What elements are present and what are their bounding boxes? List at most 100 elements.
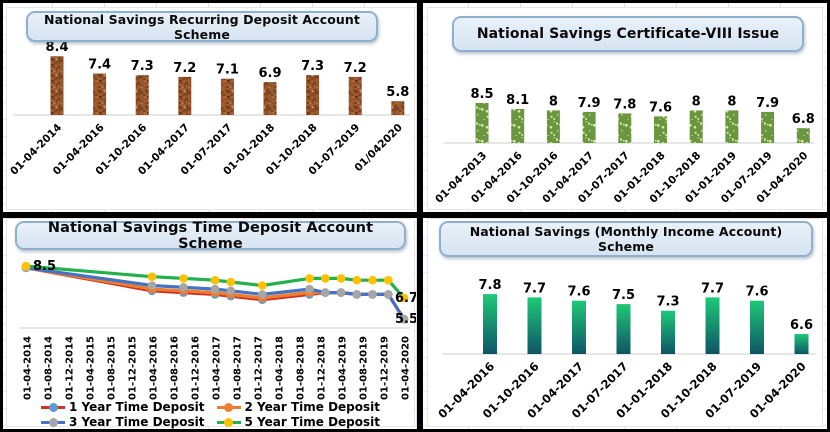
bar-value-label: 8.5 — [470, 87, 493, 102]
chart-panel-monthly-income[interactable]: National Savings (Monthly Income Account… — [427, 218, 823, 427]
bar-value-label: 7.9 — [756, 96, 779, 111]
chart-panel-time-deposit[interactable]: National Savings Time Deposit Account Sc… — [6, 218, 416, 429]
data-point-marker — [321, 288, 330, 297]
bar-value-label: 8 — [727, 94, 736, 109]
chart-title: National Savings Time Deposit Account Sc… — [47, 219, 374, 252]
legend-label: 1 Year Time Deposit — [69, 400, 205, 414]
data-point-marker — [258, 281, 267, 290]
data-point-marker — [352, 275, 362, 285]
bar-value-label: 6.8 — [792, 112, 815, 127]
bar-value-label: 7.7 — [701, 281, 724, 296]
x-axis-tick-label: 01-08-2018 — [296, 336, 307, 400]
bar — [618, 113, 632, 143]
chart-title-box: National Savings Time Deposit Account Sc… — [15, 219, 406, 252]
bar-value-label: 7.5 — [612, 288, 635, 303]
legend-item-2-year-time-deposit: 2 Year Time Deposit — [216, 400, 380, 414]
bar-value-label: 7.8 — [478, 278, 501, 293]
data-point-marker — [210, 275, 220, 285]
bar — [50, 56, 64, 115]
legend-swatch-icon — [216, 417, 241, 427]
data-point-marker — [147, 281, 157, 290]
monthly-income-bar-chart: 7.801-04-20167.701-10-20167.601-04-20177… — [435, 278, 816, 421]
bar-value-label: 6.9 — [258, 66, 281, 81]
x-axis-tick-label: 01-08-2015 — [107, 336, 118, 400]
x-axis-tick-label: 01-12-2015 — [128, 336, 139, 400]
data-point-label: 6.7 — [395, 291, 416, 306]
data-point-marker — [368, 275, 377, 285]
recurring-deposit-bar-chart: 8.401-04-20147.401-04-20167.301-10-20167… — [8, 40, 410, 178]
data-point-label: 5.5 — [395, 312, 416, 327]
bar — [93, 73, 107, 115]
bar-value-label: 7.2 — [344, 61, 367, 76]
bar-value-label: 7.2 — [173, 61, 196, 76]
bar-value-label: 7.6 — [567, 285, 590, 300]
legend-row: 1 Year Time Deposit 2 Year Time Deposit — [41, 400, 380, 414]
bar — [511, 109, 525, 143]
bar — [796, 128, 810, 143]
x-axis-tick-label: 01-04-2015 — [86, 336, 97, 400]
bar — [572, 300, 586, 354]
bar-value-label: 5.8 — [386, 85, 409, 100]
bar — [546, 110, 560, 143]
legend-swatch-icon — [41, 402, 65, 412]
legend-label: 5 Year Time Deposit — [244, 415, 381, 429]
chart-title: National Savings Certificate-VIII Issue — [476, 26, 780, 42]
data-point-label: 8.5 — [33, 259, 56, 274]
bar-value-label: 7.3 — [656, 295, 679, 310]
bar — [761, 111, 775, 143]
bar — [348, 76, 362, 115]
bar — [616, 304, 631, 354]
data-point-marker — [179, 274, 188, 283]
x-axis-tick-label: 01-12-2019 — [380, 336, 391, 400]
chart-title: National Savings (Monthly Income Account… — [469, 224, 783, 254]
x-axis-tick-label: 01-04-2014 — [23, 336, 34, 400]
data-point-marker — [399, 293, 409, 303]
bar-value-label: 7.8 — [613, 97, 636, 112]
bar-value-label: 7.6 — [745, 285, 768, 300]
bar — [135, 75, 149, 115]
x-axis-tick-label: 01-04-2018 — [275, 336, 286, 400]
chart-title-box: National Savings (Monthly Income Account… — [439, 221, 813, 257]
chart-panel-nsc-viii[interactable]: National Savings Certificate-VIII Issue … — [427, 7, 823, 210]
bar-value-label: 6.6 — [790, 318, 813, 333]
bar-value-label: 7.6 — [649, 100, 672, 115]
horizontal-divider — [0, 212, 830, 218]
data-point-marker — [352, 290, 362, 299]
x-axis-tick-label: 01-12-2016 — [191, 336, 202, 400]
data-point-marker — [336, 274, 346, 283]
bar — [750, 300, 764, 354]
chart-panel-recurring-deposit[interactable]: National Savings Recurring Deposit Accou… — [6, 7, 415, 210]
x-axis-tick-label: 01-04-2016 — [149, 336, 160, 400]
chart-title-box: National Savings Certificate-VIII Issue — [452, 16, 804, 52]
x-axis-tick-label: 01-08-2019 — [359, 336, 370, 400]
bar — [527, 297, 542, 354]
bar — [391, 101, 405, 115]
bar — [582, 111, 596, 143]
bar-value-label: 7.4 — [88, 58, 111, 73]
data-point-marker — [336, 288, 346, 297]
chart-title-box: National Savings Recurring Deposit Accou… — [26, 11, 378, 42]
bar-value-label: 8 — [549, 94, 558, 109]
x-axis-tick-label: 01-04-2020 — [401, 336, 412, 400]
data-point-marker — [384, 275, 393, 285]
time-deposit-line-chart: 01-04-2014 01-08-2014 01-12-2014 01-04-2015… — [19, 259, 416, 400]
data-point-marker — [179, 283, 188, 292]
data-point-marker — [321, 274, 330, 283]
bar — [654, 116, 667, 143]
x-axis-tick-label: 01-08-2014 — [44, 336, 55, 400]
bar-value-label: 7.7 — [523, 281, 546, 296]
legend-swatch-icon — [41, 417, 65, 427]
bar — [306, 75, 320, 115]
x-axis-tick-label: 01-04-2019 — [338, 336, 349, 400]
data-point-marker — [210, 284, 220, 294]
bar-value-label: 7.1 — [216, 63, 239, 78]
bar — [725, 110, 739, 143]
bar — [220, 78, 234, 115]
bar — [661, 310, 675, 354]
data-point-marker — [147, 272, 157, 281]
chart-title: National Savings Recurring Deposit Accou… — [44, 11, 360, 42]
data-point-marker — [368, 290, 377, 299]
legend-item-5-year-time-deposit: 5 Year Time Deposit — [216, 415, 381, 429]
bar-value-label: 7.3 — [131, 59, 154, 74]
